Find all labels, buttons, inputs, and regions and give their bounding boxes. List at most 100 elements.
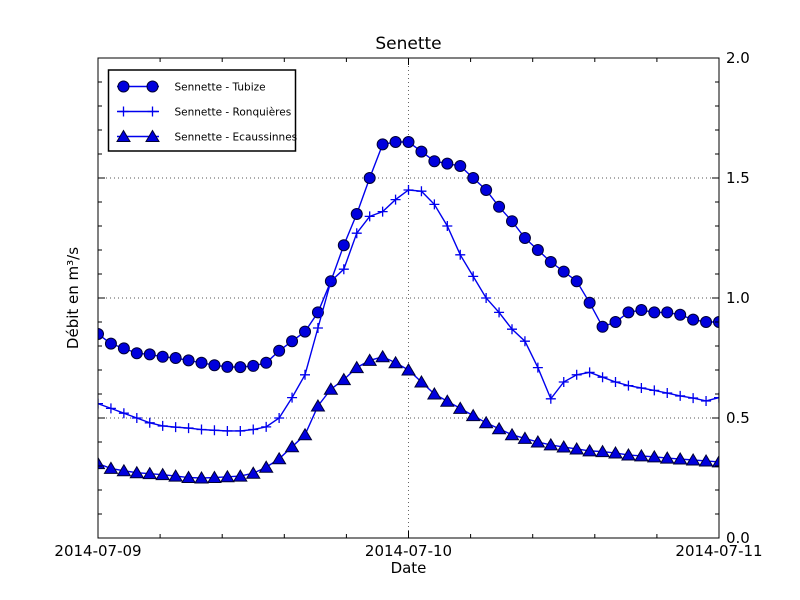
- marker-circle: [557, 265, 570, 278]
- marker-triangle: [145, 129, 160, 142]
- marker-circle: [544, 256, 557, 268]
- marker-plus: [636, 383, 647, 393]
- marker-plus: [196, 424, 207, 435]
- marker-circle: [182, 354, 195, 367]
- marker-plus: [545, 393, 556, 404]
- marker-circle: [622, 306, 635, 319]
- marker-triangle: [401, 363, 416, 376]
- marker-triangle: [646, 449, 662, 463]
- marker-circle: [531, 244, 544, 256]
- marker-plus: [610, 377, 621, 387]
- marker-plus: [170, 422, 181, 433]
- marker-circle: [169, 352, 182, 364]
- marker-plus: [287, 392, 298, 403]
- marker-circle: [337, 239, 350, 252]
- marker-plus: [338, 264, 349, 275]
- marker-circle: [117, 342, 130, 355]
- marker-plus: [416, 186, 427, 197]
- marker-circle: [687, 313, 700, 326]
- series-circle: [98, 136, 719, 374]
- marker-plus: [351, 228, 362, 239]
- marker-triangle: [207, 470, 222, 484]
- marker-circle: [635, 304, 648, 316]
- marker-circle: [570, 275, 583, 288]
- legend-entry: Sennette - Tubize: [117, 80, 266, 93]
- marker-circle: [350, 208, 363, 220]
- x-tick-label: 2014-07-09: [54, 542, 141, 560]
- marker-plus: [261, 421, 272, 432]
- marker-plus: [274, 413, 285, 423]
- y-tick-label: 0.0: [726, 529, 750, 547]
- marker-circle: [376, 138, 389, 151]
- marker-triangle: [478, 415, 494, 429]
- marker-plus: [649, 385, 660, 396]
- marker-circle: [583, 296, 596, 309]
- marker-triangle: [685, 453, 701, 466]
- marker-circle: [441, 157, 454, 170]
- marker-circle: [389, 136, 402, 148]
- legend: Sennette - Tubize Sennette - Ronquières Se…: [107, 69, 298, 152]
- marker-plus: [248, 424, 259, 435]
- marker-plus: [222, 425, 233, 436]
- marker-triangle: [258, 460, 274, 473]
- y-tick-label: 0.5: [726, 409, 750, 427]
- marker-triangle: [142, 466, 158, 480]
- marker-circle: [156, 350, 169, 363]
- marker-circle: [648, 306, 661, 319]
- marker-circle: [454, 160, 467, 172]
- marker-plus: [701, 395, 712, 406]
- marker-plus: [507, 324, 517, 335]
- marker-plus: [312, 323, 323, 333]
- marker-plus: [688, 393, 699, 404]
- marker-triangle: [116, 463, 132, 477]
- marker-circle: [506, 215, 518, 228]
- y-tick-label: 2.0: [726, 49, 750, 67]
- marker-plus: [118, 408, 129, 419]
- marker-plus: [494, 307, 505, 318]
- marker-triangle: [349, 360, 365, 374]
- marker-circle: [518, 232, 531, 244]
- series-triangle: [98, 349, 719, 484]
- marker-circle: [221, 360, 234, 373]
- marker-triangle: [621, 447, 636, 461]
- marker-plus: [300, 369, 310, 380]
- marker-circle: [596, 320, 609, 333]
- marker-plus: [147, 106, 158, 117]
- legend-box: [107, 69, 297, 152]
- marker-triangle: [504, 427, 520, 441]
- legend-label: Sennette - Tubize: [175, 81, 266, 93]
- marker-triangle: [336, 372, 352, 386]
- marker-circle: [273, 344, 286, 357]
- marker-plus: [144, 417, 155, 428]
- marker-circle: [247, 359, 260, 372]
- marker-circle: [415, 145, 428, 158]
- legend-label: Sennette - Ecaussinnes: [175, 131, 298, 143]
- marker-plus: [429, 199, 440, 210]
- marker-circle: [130, 347, 143, 360]
- marker-triangle: [116, 129, 131, 142]
- marker-plus: [390, 194, 401, 205]
- marker-triangle: [426, 387, 442, 400]
- marker-triangle: [556, 440, 572, 453]
- x-axis-label: Date: [391, 559, 427, 577]
- x-tick-label: 2014-07-11: [675, 542, 762, 560]
- marker-triangle: [284, 439, 300, 453]
- marker-plus: [714, 392, 719, 403]
- marker-triangle: [245, 466, 261, 479]
- marker-triangle: [672, 452, 688, 465]
- marker-plus: [481, 293, 492, 303]
- marker-plus: [183, 423, 194, 434]
- marker-plus: [558, 377, 569, 387]
- marker-circle: [146, 80, 159, 93]
- marker-triangle: [659, 451, 675, 464]
- marker-circle: [260, 356, 273, 369]
- marker-circle: [467, 172, 480, 184]
- legend-entry: Sennette - Ecaussinnes: [116, 129, 298, 143]
- marker-circle: [493, 200, 506, 213]
- marker-triangle: [155, 467, 171, 481]
- marker-circle: [661, 306, 674, 319]
- marker-circle: [195, 356, 208, 369]
- marker-circle: [311, 306, 324, 319]
- marker-circle: [674, 308, 687, 321]
- marker-plus: [662, 388, 673, 399]
